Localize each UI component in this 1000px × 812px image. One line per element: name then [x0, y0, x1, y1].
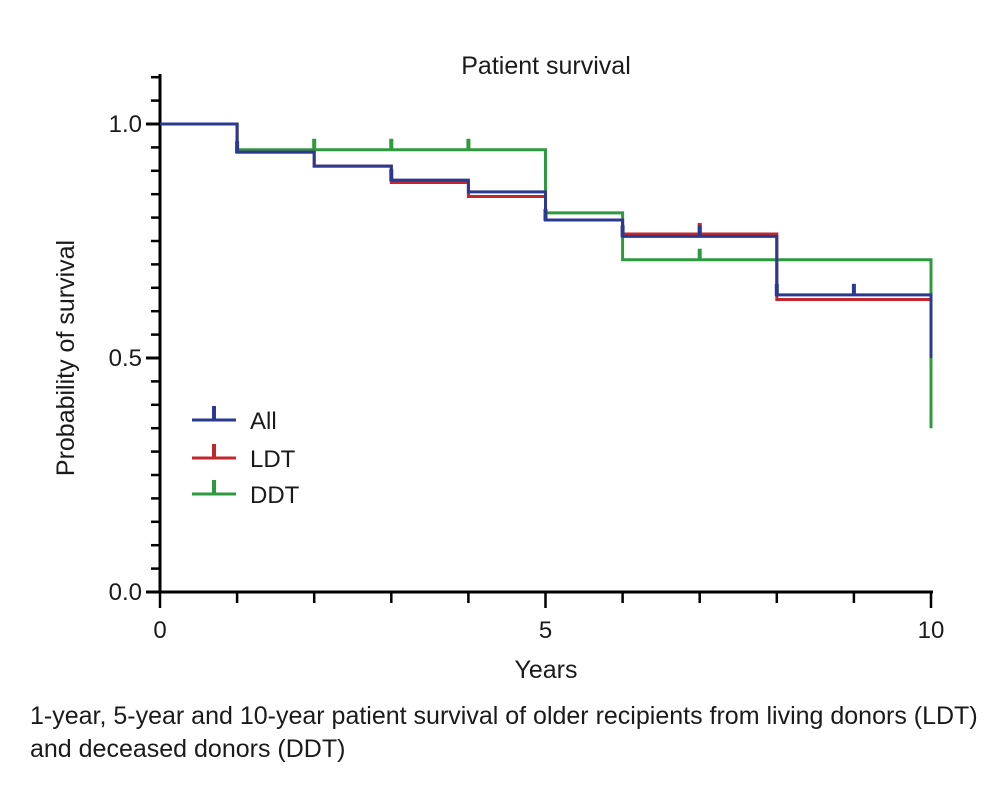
series-line-ddt	[160, 122, 933, 429]
x-axis-label: Years	[514, 656, 577, 684]
y-tick-label: 1.0	[109, 111, 142, 138]
survival-chart: Patient survival Probability of survival…	[52, 52, 945, 684]
legend-label-ddt: DDT	[250, 482, 300, 509]
y-tick-label: 0.5	[109, 345, 142, 372]
legend-label-all: All	[250, 408, 277, 435]
y-tick-label: 0.0	[109, 579, 142, 606]
legend-label-ldt: LDT	[250, 446, 296, 473]
x-tick-label: 10	[918, 617, 945, 644]
legend: All LDT DDT	[192, 406, 300, 509]
y-axis-label: Probability of survival	[52, 240, 80, 476]
x-tick-label: 0	[153, 617, 166, 644]
figure-caption: 1-year, 5-year and 10-year patient survi…	[30, 702, 978, 763]
chart-title: Patient survival	[461, 52, 631, 80]
series-layer	[160, 122, 933, 429]
axes: 0.0 0.5 1.0 0 5 10	[109, 74, 945, 644]
series-line-all	[160, 122, 933, 358]
x-tick-label: 5	[539, 617, 552, 644]
